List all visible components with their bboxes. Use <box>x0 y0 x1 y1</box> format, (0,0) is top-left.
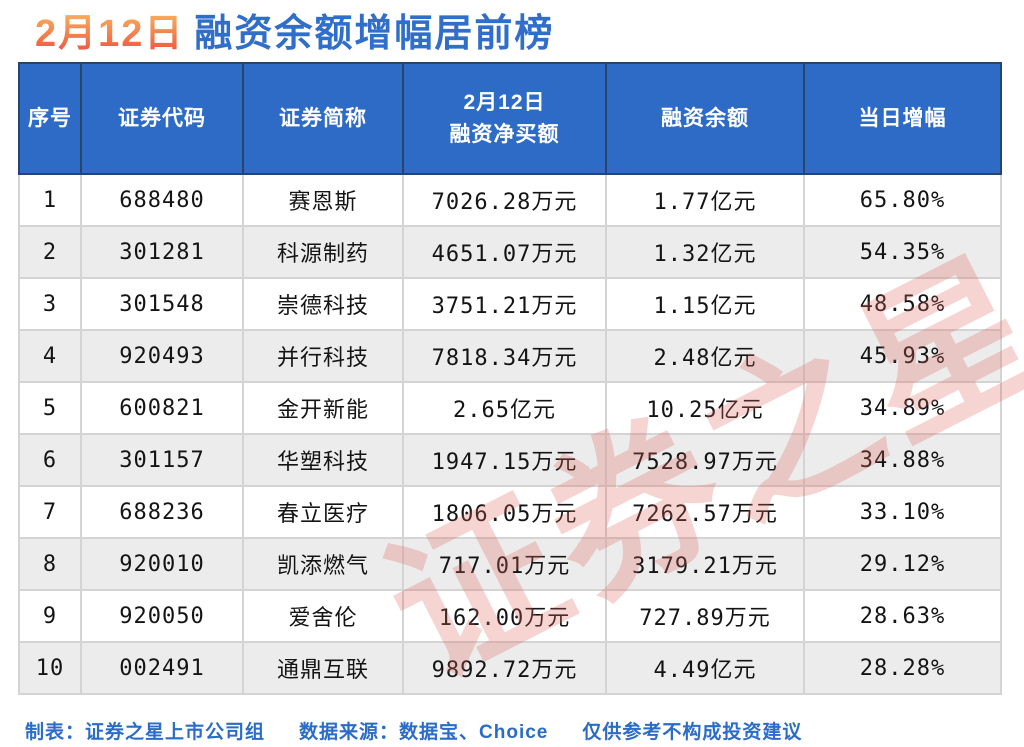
table-cell: 28.28% <box>803 641 1002 695</box>
table-cell: 34.89% <box>803 381 1002 435</box>
table-cell: 2 <box>18 225 82 279</box>
table-cell: 7818.34万元 <box>402 329 607 383</box>
table-cell: 1806.05万元 <box>402 485 607 539</box>
column-header: 2月12日 融资净买额 <box>402 62 607 175</box>
table-cell: 2.48亿元 <box>605 329 805 383</box>
table-cell: 华塑科技 <box>242 433 404 487</box>
table-cell: 1 <box>18 173 82 227</box>
column-header: 证券代码 <box>80 62 244 175</box>
table-cell: 春立医疗 <box>242 485 404 539</box>
table-cell: 9892.72万元 <box>402 641 607 695</box>
table-cell: 002491 <box>80 641 244 695</box>
table-cell: 通鼎互联 <box>242 641 404 695</box>
column-header: 序号 <box>18 62 82 175</box>
table-row: 9 920050 爱舍伦 162.00万元 727.89万元 28.63% <box>18 589 1002 643</box>
table-cell: 727.89万元 <box>605 589 805 643</box>
table-cell: 717.01万元 <box>402 537 607 591</box>
table-cell: 162.00万元 <box>402 589 607 643</box>
table-row: 3 301548 崇德科技 3751.21万元 1.15亿元 48.58% <box>18 277 1002 331</box>
table-cell: 301548 <box>80 277 244 331</box>
table-cell: 600821 <box>80 381 244 435</box>
table-cell: 科源制药 <box>242 225 404 279</box>
table-cell: 920493 <box>80 329 244 383</box>
table-cell: 4651.07万元 <box>402 225 607 279</box>
table-body: 1 688480 赛恩斯 7026.28万元 1.77亿元 65.80% 2 301281 科源… <box>18 173 1002 695</box>
table-cell: 赛恩斯 <box>242 173 404 227</box>
table-cell: 7 <box>18 485 82 539</box>
table-cell: 29.12% <box>803 537 1002 591</box>
table-cell: 1947.15万元 <box>402 433 607 487</box>
footer-maker: 制表：证券之星上市公司组 <box>25 722 266 743</box>
page-title: 2月12日 融资余额增幅居前榜 <box>35 2 554 57</box>
table-cell: 3751.21万元 <box>402 277 607 331</box>
table-cell: 崇德科技 <box>242 277 404 331</box>
table-cell: 并行科技 <box>242 329 404 383</box>
table-cell: 301281 <box>80 225 244 279</box>
table-cell: 10 <box>18 641 82 695</box>
table-cell: 3179.21万元 <box>605 537 805 591</box>
column-header: 当日增幅 <box>803 62 1002 175</box>
table-cell: 爱舍伦 <box>242 589 404 643</box>
table-cell: 9 <box>18 589 82 643</box>
table-cell: 1.77亿元 <box>605 173 805 227</box>
table-cell: 2.65亿元 <box>402 381 607 435</box>
table-cell: 7262.57万元 <box>605 485 805 539</box>
table-cell: 688236 <box>80 485 244 539</box>
table-row: 8 920010 凯添燃气 717.01万元 3179.21万元 29.12% <box>18 537 1002 591</box>
table-cell: 凯添燃气 <box>242 537 404 591</box>
table-cell: 6 <box>18 433 82 487</box>
table-cell: 920050 <box>80 589 244 643</box>
table-cell: 8 <box>18 537 82 591</box>
table-header: 序号 证券代码 证券简称 2月12日 融资净买额 融资余额 当日增幅 <box>18 62 1002 175</box>
table-cell: 48.58% <box>803 277 1002 331</box>
table-cell: 7026.28万元 <box>402 173 607 227</box>
table-cell: 4.49亿元 <box>605 641 805 695</box>
table-cell: 1.15亿元 <box>605 277 805 331</box>
header-row: 序号 证券代码 证券简称 2月12日 融资净买额 融资余额 当日增幅 <box>18 62 1002 175</box>
table-cell: 54.35% <box>803 225 1002 279</box>
table-cell: 1.32亿元 <box>605 225 805 279</box>
table-cell: 金开新能 <box>242 381 404 435</box>
table-row: 4 920493 并行科技 7818.34万元 2.48亿元 45.93% <box>18 329 1002 383</box>
table-cell: 28.63% <box>803 589 1002 643</box>
table-cell: 33.10% <box>803 485 1002 539</box>
table-row: 1 688480 赛恩斯 7026.28万元 1.77亿元 65.80% <box>18 173 1002 227</box>
title-text: 融资余额增幅居前榜 <box>194 13 555 55</box>
footer-disclaimer: 仅供参考不构成投资建议 <box>582 722 803 743</box>
table-cell: 4 <box>18 329 82 383</box>
table-cell: 7528.97万元 <box>605 433 805 487</box>
table-cell: 45.93% <box>803 329 1002 383</box>
table-cell: 65.80% <box>803 173 1002 227</box>
table-row: 2 301281 科源制药 4651.07万元 1.32亿元 54.35% <box>18 225 1002 279</box>
table-row: 5 600821 金开新能 2.65亿元 10.25亿元 34.89% <box>18 381 1002 435</box>
title-date: 2月12日 <box>35 13 185 55</box>
table-cell: 5 <box>18 381 82 435</box>
table-row: 10 002491 通鼎互联 9892.72万元 4.49亿元 28.28% <box>18 641 1002 695</box>
table-cell: 34.88% <box>803 433 1002 487</box>
table-cell: 10.25亿元 <box>605 381 805 435</box>
table-container: 序号 证券代码 证券简称 2月12日 融资净买额 融资余额 当日增幅 1 688480 赛恩斯… <box>18 62 1002 695</box>
footer: 制表：证券之星上市公司组 数据来源：数据宝、Choice 仅供参考不构成投资建议 <box>25 717 836 744</box>
table-row: 7 688236 春立医疗 1806.05万元 7262.57万元 33.10% <box>18 485 1002 539</box>
leaderboard-table: 序号 证券代码 证券简称 2月12日 融资净买额 融资余额 当日增幅 1 688480 赛恩斯… <box>18 62 1002 695</box>
table-cell: 301157 <box>80 433 244 487</box>
table-row: 6 301157 华塑科技 1947.15万元 7528.97万元 34.88% <box>18 433 1002 487</box>
table-cell: 3 <box>18 277 82 331</box>
table-cell: 920010 <box>80 537 244 591</box>
footer-source: 数据来源：数据宝、Choice <box>299 722 549 743</box>
column-header: 证券简称 <box>242 62 404 175</box>
table-cell: 688480 <box>80 173 244 227</box>
column-header: 融资余额 <box>605 62 805 175</box>
